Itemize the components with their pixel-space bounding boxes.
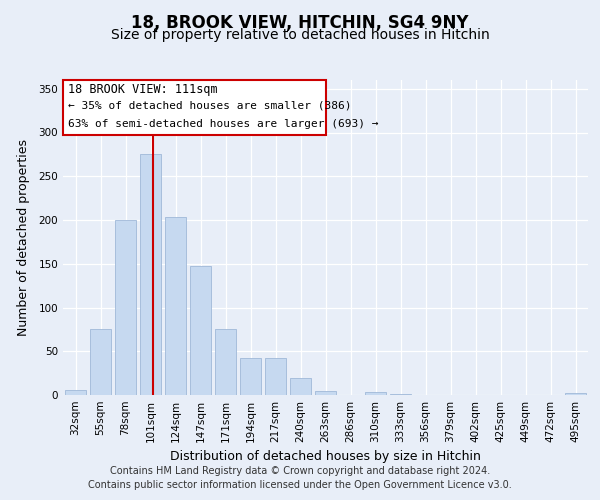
Bar <box>90 330 111 395</box>
Bar <box>365 392 386 395</box>
Bar <box>215 330 236 395</box>
Bar <box>115 220 136 395</box>
Text: 18 BROOK VIEW: 111sqm: 18 BROOK VIEW: 111sqm <box>68 83 218 96</box>
Bar <box>290 378 311 395</box>
Bar <box>190 266 211 395</box>
Text: Contains HM Land Registry data © Crown copyright and database right 2024.: Contains HM Land Registry data © Crown c… <box>110 466 490 476</box>
Text: Contains public sector information licensed under the Open Government Licence v3: Contains public sector information licen… <box>88 480 512 490</box>
Bar <box>265 358 286 395</box>
Text: ← 35% of detached houses are smaller (386): ← 35% of detached houses are smaller (38… <box>68 100 352 110</box>
Bar <box>140 154 161 395</box>
Text: Size of property relative to detached houses in Hitchin: Size of property relative to detached ho… <box>110 28 490 42</box>
Bar <box>390 394 411 395</box>
Bar <box>565 393 586 395</box>
Bar <box>65 390 86 395</box>
Text: 63% of semi-detached houses are larger (693) →: 63% of semi-detached houses are larger (… <box>68 120 379 130</box>
Text: 18, BROOK VIEW, HITCHIN, SG4 9NY: 18, BROOK VIEW, HITCHIN, SG4 9NY <box>131 14 469 32</box>
Bar <box>315 390 336 395</box>
FancyBboxPatch shape <box>63 80 325 135</box>
Bar <box>240 358 261 395</box>
Bar <box>165 216 186 395</box>
Y-axis label: Number of detached properties: Number of detached properties <box>17 139 30 336</box>
X-axis label: Distribution of detached houses by size in Hitchin: Distribution of detached houses by size … <box>170 450 481 464</box>
